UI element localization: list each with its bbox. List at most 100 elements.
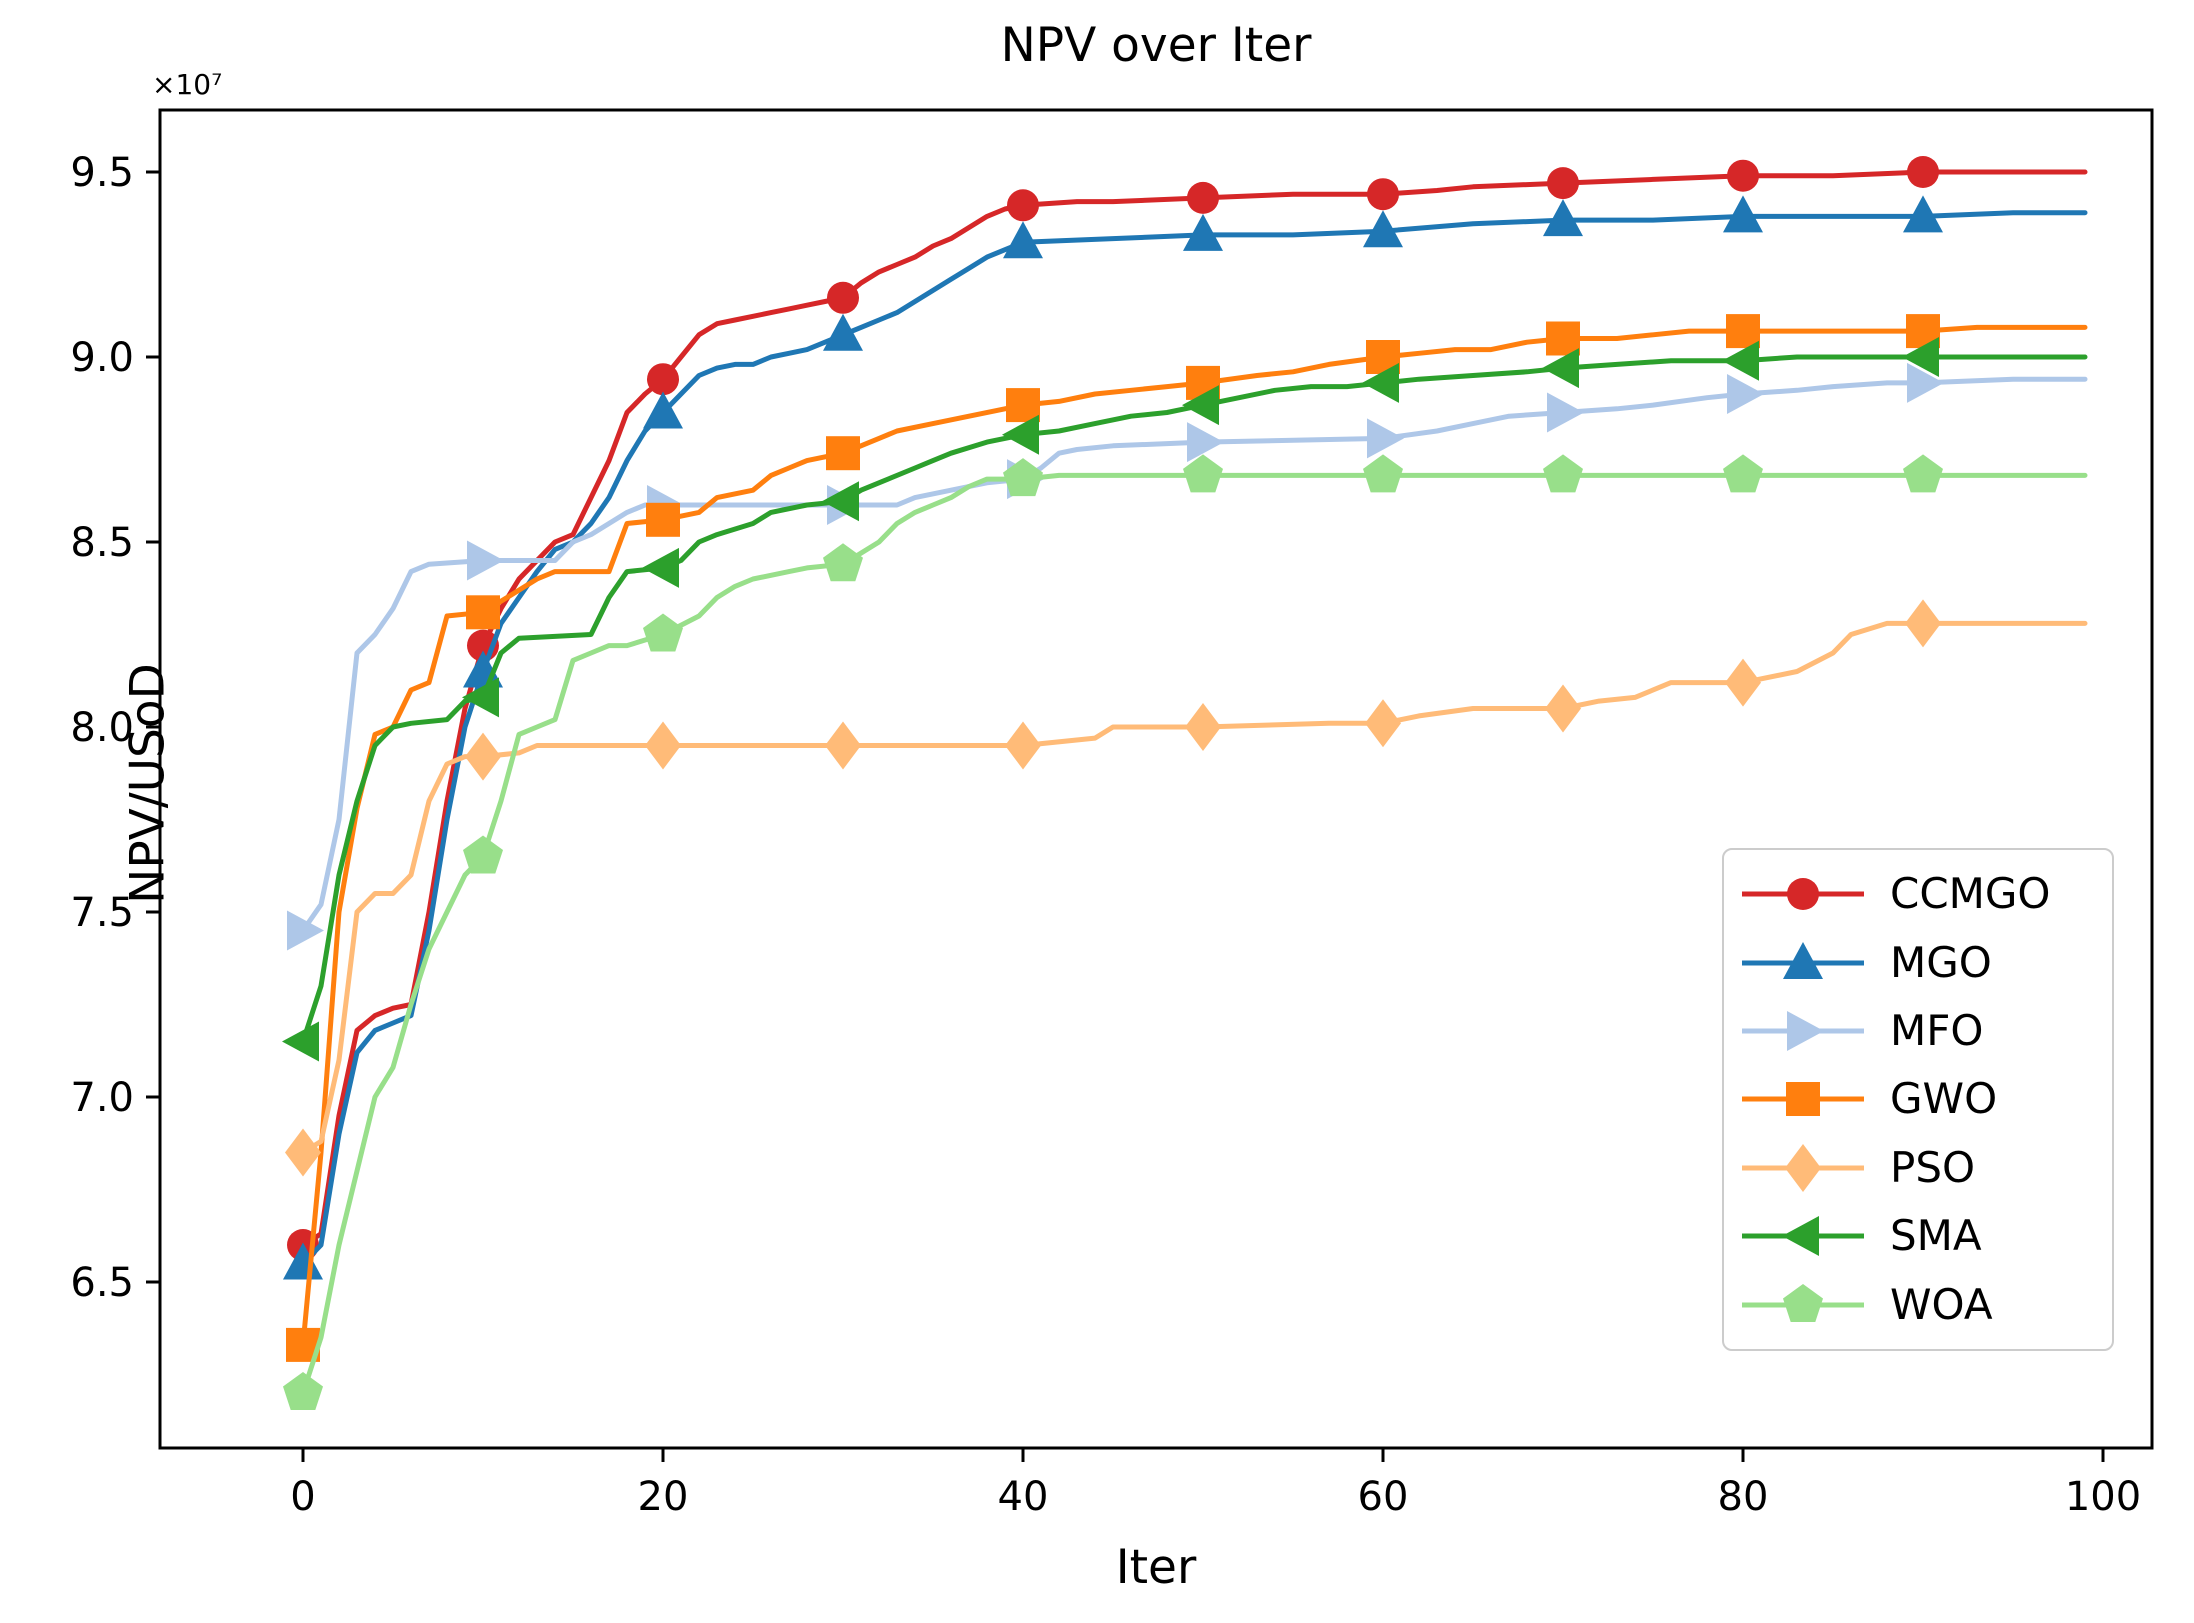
- legend-item-mfo: MFO: [1738, 999, 2112, 1063]
- series-line-pso: [300, 620, 2088, 1155]
- series-marker-mfo: [1367, 418, 1404, 459]
- series-marker-ccmgo: [1547, 167, 1579, 200]
- legend-sample-ccmgo: [1742, 878, 1864, 911]
- legend-item-pso: PSO: [1738, 1136, 2112, 1200]
- series-marker-gwo: [646, 502, 680, 537]
- series-marker-sma: [642, 547, 679, 588]
- series-marker-gwo: [466, 595, 500, 630]
- legend-label-sma: SMA: [1890, 1211, 1982, 1261]
- legend-sample-woa: [1742, 1283, 1864, 1322]
- series-marker-mfo: [467, 540, 504, 581]
- legend-label-woa: WOA: [1890, 1279, 1993, 1329]
- x-tick-label: 0: [290, 1474, 315, 1520]
- series-line-gwo: [300, 324, 2088, 1348]
- series-marker-mgo: [1003, 221, 1043, 259]
- y-tick-label: 7.0: [70, 1075, 134, 1121]
- legend-marker-sma: [1782, 1216, 1819, 1257]
- series-marker-gwo: [1546, 321, 1580, 356]
- series-marker-ccmgo: [827, 281, 859, 314]
- series-marker-pso: [465, 732, 501, 781]
- series-marker-mfo: [1187, 422, 1224, 463]
- legend-sample-pso: [1742, 1143, 1864, 1192]
- series-sma: [282, 337, 2088, 1062]
- series-marker-pso: [1005, 721, 1041, 770]
- series-marker-woa: [823, 543, 863, 582]
- legend-marker-mfo: [1787, 1011, 1824, 1052]
- series-marker-sma: [822, 481, 859, 522]
- axes-spines: [158, 108, 2154, 1450]
- x-axis-label: Iter: [1115, 1540, 1197, 1595]
- series-marker-mgo: [643, 391, 683, 429]
- legend-label-mfo: MFO: [1890, 1006, 1984, 1056]
- series-marker-sma: [462, 677, 499, 718]
- y-tick-label: 8.0: [70, 705, 134, 751]
- series-marker-sma: [1362, 362, 1399, 403]
- legend-sample-gwo: [1742, 1082, 1864, 1117]
- legend-marker-gwo: [1786, 1082, 1820, 1117]
- series-marker-mgo: [823, 313, 863, 351]
- series-pso: [285, 599, 2088, 1177]
- legend-item-ccmgo: CCMGO: [1738, 862, 2112, 926]
- series-marker-sma: [1722, 340, 1759, 381]
- series-marker-mgo: [1543, 199, 1583, 237]
- series-marker-woa: [1543, 454, 1583, 493]
- series-marker-sma: [1002, 414, 1039, 455]
- series-marker-woa: [1363, 454, 1403, 493]
- series-marker-woa: [643, 613, 683, 652]
- series-marker-sma: [1182, 385, 1219, 426]
- legend-item-woa: WOA: [1738, 1273, 2112, 1337]
- series-marker-pso: [1545, 684, 1581, 733]
- series-marker-pso: [1905, 599, 1941, 648]
- series-marker-mgo: [283, 1242, 323, 1280]
- series-marker-gwo: [826, 436, 860, 471]
- legend-sample-mgo: [1742, 941, 1864, 979]
- y-axis-offset-text: ×10⁷: [152, 68, 223, 101]
- series-marker-pso: [1725, 658, 1761, 707]
- series-marker-ccmgo: [1727, 159, 1759, 192]
- series-marker-mgo: [1903, 195, 1943, 233]
- y-tick-label: 9.5: [70, 150, 134, 196]
- legend-item-gwo: GWO: [1738, 1067, 2112, 1131]
- series-marker-woa: [1003, 458, 1043, 497]
- series-marker-sma: [282, 1021, 319, 1062]
- series-marker-mfo: [1547, 392, 1584, 433]
- series-marker-pso: [1365, 699, 1401, 748]
- series-marker-woa: [1723, 454, 1763, 493]
- series-marker-gwo: [1006, 388, 1040, 423]
- series-line-ccmgo: [300, 169, 2088, 1248]
- series-marker-mgo: [1183, 213, 1223, 251]
- x-tick-label: 80: [1718, 1474, 1769, 1520]
- series-marker-mfo: [1907, 362, 1944, 403]
- series-marker-mfo: [1727, 374, 1764, 414]
- series-marker-ccmgo: [1367, 178, 1399, 211]
- series-marker-woa: [1903, 454, 1943, 493]
- series-marker-ccmgo: [1007, 189, 1039, 222]
- series-marker-pso: [1185, 703, 1221, 751]
- series-marker-mfo: [287, 910, 324, 951]
- y-tick-label: 9.0: [70, 335, 134, 381]
- x-tick-label: 20: [638, 1474, 689, 1520]
- series-marker-woa: [283, 1372, 323, 1410]
- series-marker-ccmgo: [1907, 156, 1939, 188]
- legend-sample-sma: [1742, 1216, 1864, 1257]
- series-marker-pso: [285, 1128, 321, 1177]
- y-tick-label: 8.5: [70, 520, 134, 566]
- y-tick-label: 6.5: [70, 1260, 134, 1306]
- series-marker-sma: [1542, 348, 1579, 389]
- legend-label-ccmgo: CCMGO: [1890, 869, 2051, 919]
- series-marker-pso: [825, 721, 861, 770]
- series-ccmgo: [287, 156, 2088, 1261]
- legend: CCMGO MGO MFO GWO PSO SMA WOA: [1722, 848, 2114, 1351]
- series-marker-mgo: [1363, 210, 1403, 248]
- legend-label-pso: PSO: [1890, 1142, 1976, 1192]
- series-marker-woa: [463, 835, 503, 874]
- series-woa: [283, 454, 2088, 1410]
- series-marker-mgo: [1723, 195, 1763, 233]
- legend-label-mgo: MGO: [1890, 937, 1992, 987]
- y-tick-label: 7.5: [70, 890, 134, 936]
- series-marker-sma: [1902, 337, 1939, 377]
- x-tick-label: 100: [2065, 1474, 2141, 1520]
- legend-marker-pso: [1785, 1143, 1821, 1192]
